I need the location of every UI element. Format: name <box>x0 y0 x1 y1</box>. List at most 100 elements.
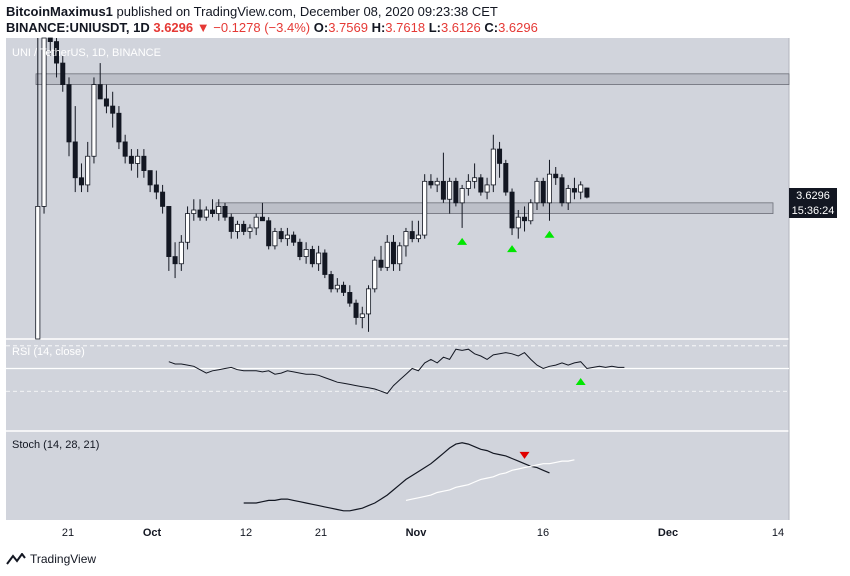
candle-up <box>41 37 47 214</box>
symbol-name[interactable]: BINANCE:UNIUSDT, 1D <box>6 20 150 35</box>
last-price-value: 3.6296 <box>796 190 830 202</box>
candle-down <box>559 174 565 207</box>
time-tick-label: 14 <box>772 527 784 539</box>
candle-down <box>522 206 528 232</box>
candle-down <box>47 37 53 56</box>
low-label: L: <box>428 20 441 35</box>
candle-down <box>228 213 234 239</box>
candle-down <box>103 84 109 114</box>
symbol-line: BINANCE:UNIUSDT, 1D 3.6296 ▼ −0.1278 (−3… <box>6 20 850 35</box>
time-tick-label: 21 <box>62 527 74 539</box>
candle-up <box>397 242 403 271</box>
candle-down <box>440 152 446 203</box>
candle-up <box>316 245 322 271</box>
stoch-d-line <box>405 459 575 501</box>
time-tick-label: Oct <box>143 527 162 539</box>
tradingview-brand: TradingView <box>30 552 97 566</box>
price-chart[interactable]: 5.5000 5.0000 4.5000 4.0000 3.0000 2.5000 2.00… <box>0 36 850 552</box>
candle-up <box>35 38 41 340</box>
candle-down <box>571 177 577 200</box>
candle-down <box>553 167 559 185</box>
candle-down <box>540 177 546 207</box>
last-price: 3.6296 <box>153 20 194 35</box>
buy-signal-marker <box>457 237 468 245</box>
open-value: 3.7569 <box>328 20 368 35</box>
candle-down <box>497 141 503 178</box>
stoch-tick-label: 60.00 <box>809 460 834 471</box>
candle-down <box>341 281 347 296</box>
candle-down <box>97 63 103 100</box>
time-tick-label: 16 <box>537 527 549 539</box>
time-tick-label: 21 <box>315 527 327 539</box>
price-tick-label: 4.0000 <box>809 167 840 178</box>
candle-down <box>153 170 159 200</box>
candle-down <box>54 38 60 78</box>
rsi-pane <box>6 339 789 431</box>
candle-up <box>178 235 184 271</box>
price-tick-label: 2.5000 <box>809 274 840 285</box>
high-label: H: <box>371 20 386 35</box>
candle-up <box>135 149 141 178</box>
candle-down <box>141 149 147 178</box>
candle-up <box>565 184 571 210</box>
candle-up <box>91 77 97 164</box>
price-tick-label: 3.0000 <box>809 238 840 249</box>
publish-line: BitcoinMaximus1 published on TradingView… <box>6 4 850 19</box>
candle-up <box>366 285 372 332</box>
candle-down <box>353 299 359 325</box>
countdown-value: 15:36:24 <box>792 205 835 217</box>
candle-down <box>172 242 178 279</box>
candle-down <box>297 238 303 261</box>
price-tick-label: 2.0000 <box>809 310 840 321</box>
candle-down <box>453 177 459 207</box>
candle-down <box>78 163 84 193</box>
time-tick-label: Nov <box>406 527 428 539</box>
candle-up <box>465 174 471 196</box>
candle-up <box>434 177 440 193</box>
rsi-label: RSI (14, close) <box>12 346 85 358</box>
candle-down <box>503 159 509 196</box>
candle-down <box>328 270 334 293</box>
stoch-pane <box>6 431 789 520</box>
stoch-k-line <box>243 442 550 512</box>
candle-down <box>584 187 590 199</box>
candle-down <box>222 202 228 221</box>
candle-up <box>484 177 490 200</box>
buy-signal-marker <box>507 245 518 253</box>
close-value: 3.6296 <box>498 20 538 35</box>
candle-down <box>409 220 415 243</box>
price-tick-label: 4.5000 <box>809 131 840 142</box>
resistance-zone <box>35 73 790 85</box>
rsi-tick-label: 60.00 <box>809 353 834 364</box>
candle-up <box>359 306 365 329</box>
candle-down <box>210 199 216 218</box>
candle-down <box>378 245 384 271</box>
rsi-line <box>168 348 625 395</box>
candle-up <box>447 177 453 214</box>
price-tick-label: 5.0000 <box>809 95 840 106</box>
candle-up <box>403 227 409 257</box>
candle-down <box>66 77 72 157</box>
candle-down <box>291 231 297 246</box>
stoch-label: Stoch (14, 28, 21) <box>12 439 99 451</box>
candle-up <box>578 181 584 200</box>
author-name[interactable]: BitcoinMaximus1 <box>6 4 113 19</box>
tradingview-logo-icon <box>6 553 26 565</box>
candle-up <box>372 256 378 293</box>
last-price-badge: 3.6296 <box>789 188 837 203</box>
candle-down <box>128 149 134 171</box>
candle-up <box>515 210 521 239</box>
candle-down <box>478 174 484 196</box>
candle-up <box>185 206 191 250</box>
candle-down <box>147 170 153 193</box>
tradingview-footer[interactable]: TradingView <box>6 552 96 566</box>
candle-down <box>116 106 122 150</box>
countdown-badge: 15:36:24 <box>789 203 837 218</box>
support-zone <box>215 202 774 214</box>
low-value: 3.6126 <box>440 20 481 35</box>
candle-up <box>247 224 253 239</box>
candle-down <box>509 188 515 236</box>
close-label: C: <box>484 20 499 35</box>
change-down-icon: ▼ <box>196 20 210 35</box>
candle-down <box>110 91 116 128</box>
